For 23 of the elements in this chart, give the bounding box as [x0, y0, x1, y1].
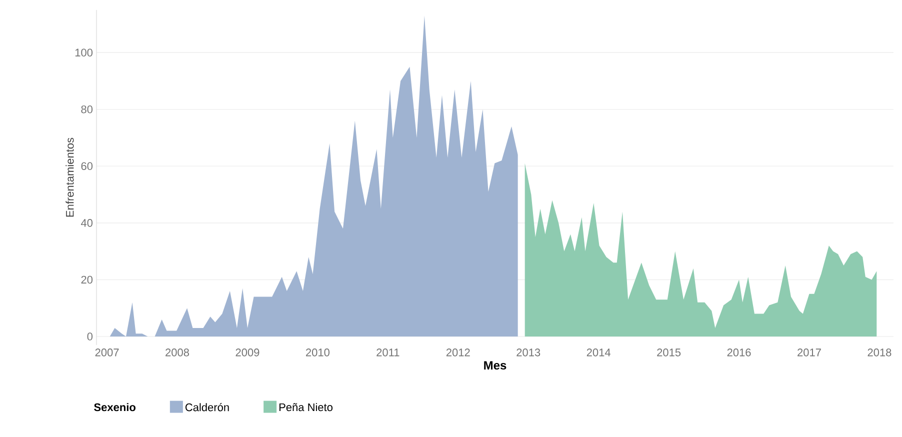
x-axis-title: Mes [484, 361, 506, 370]
x-tick-label: 2018 [868, 348, 892, 356]
x-tick-label: 2011 [376, 348, 400, 356]
x-tick-label: 2014 [586, 348, 610, 356]
legend-title: Sexenio [94, 403, 136, 412]
legend-label: Calderón [185, 403, 229, 412]
x-tick-label: 2017 [798, 348, 821, 356]
y-tick-label: 100 [75, 48, 93, 56]
y-tick-label: 60 [81, 162, 93, 170]
x-tick-label: 2008 [166, 348, 189, 356]
x-tick-label: 2013 [516, 348, 540, 356]
x-tick-label: 2012 [446, 348, 470, 356]
y-tick-label: 80 [81, 105, 93, 114]
x-tick-label: 2010 [306, 348, 330, 356]
y-tick-label: 20 [81, 276, 93, 284]
y-axis-title: Enfrentamientos [66, 138, 74, 217]
x-tick-label: 2009 [236, 348, 260, 356]
x-tick-label: 2015 [657, 348, 681, 356]
x-tick-label: 2007 [95, 348, 119, 356]
x-tick-label: 2016 [727, 348, 751, 356]
legend-label: Peña Nieto [279, 403, 332, 412]
y-tick-label: 0 [87, 332, 93, 340]
y-tick-label: 40 [80, 219, 93, 227]
